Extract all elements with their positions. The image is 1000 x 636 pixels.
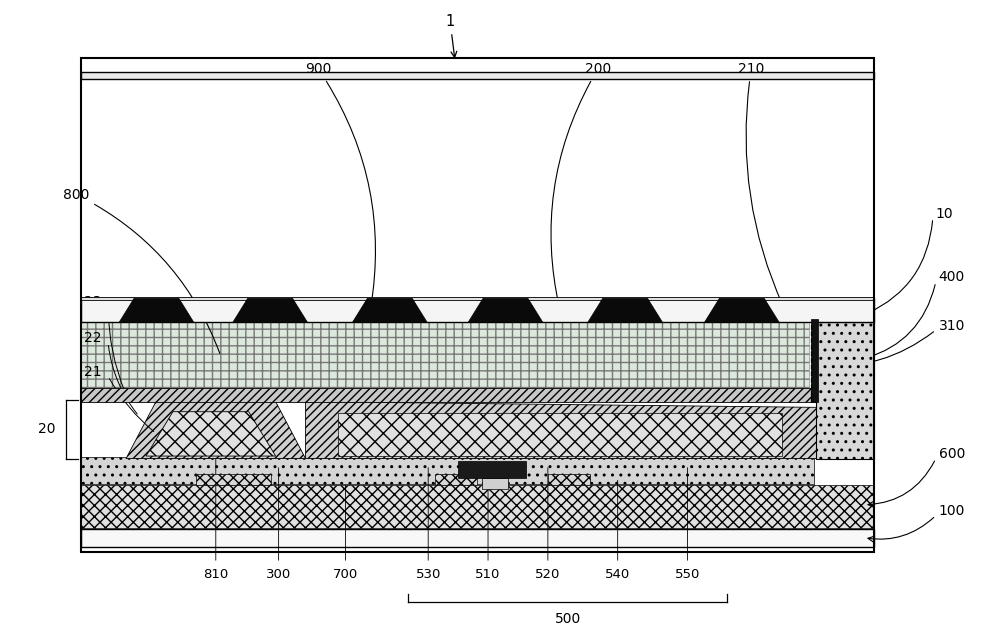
Bar (811, 319, 818, 401)
Text: 21: 21 (84, 365, 102, 379)
Bar (81, 485, 874, 529)
Bar (196, 474, 271, 485)
Text: 400: 400 (939, 270, 965, 284)
Text: 700: 700 (333, 568, 358, 581)
Text: 550: 550 (675, 568, 700, 581)
Bar (81, 457, 814, 484)
Polygon shape (306, 401, 866, 459)
Polygon shape (468, 298, 543, 322)
Bar (816, 322, 874, 459)
Polygon shape (704, 298, 779, 322)
Text: 310: 310 (939, 319, 965, 333)
Text: 900: 900 (305, 62, 375, 307)
Bar (435, 474, 477, 485)
Text: 520: 520 (535, 568, 561, 581)
Polygon shape (588, 298, 663, 322)
Text: 100: 100 (939, 504, 965, 518)
Polygon shape (126, 401, 306, 459)
Text: 510: 510 (475, 568, 501, 581)
Text: 540: 540 (605, 568, 630, 581)
Text: 23: 23 (84, 294, 102, 308)
Bar (458, 461, 526, 478)
Text: 10: 10 (936, 207, 953, 221)
Bar (81, 298, 874, 322)
Bar (338, 413, 782, 456)
Text: 300: 300 (266, 568, 291, 581)
Polygon shape (233, 298, 308, 322)
Text: 22: 22 (84, 331, 102, 345)
Bar (81, 530, 874, 547)
Bar (81, 59, 874, 552)
Bar (548, 474, 590, 485)
Bar (81, 73, 874, 79)
Polygon shape (119, 298, 194, 322)
Polygon shape (146, 411, 276, 456)
Text: 500: 500 (555, 612, 581, 626)
Bar (81, 321, 809, 388)
Text: 810: 810 (203, 568, 228, 581)
Text: 200: 200 (551, 62, 611, 307)
Bar (81, 388, 866, 401)
Text: 210: 210 (738, 62, 783, 306)
Polygon shape (352, 298, 427, 322)
Text: 530: 530 (416, 568, 441, 581)
Text: 600: 600 (939, 447, 965, 461)
Text: 800: 800 (63, 188, 220, 354)
Text: 1: 1 (446, 14, 457, 57)
Text: 20: 20 (38, 422, 55, 436)
Bar (482, 478, 508, 489)
Bar (81, 297, 874, 300)
